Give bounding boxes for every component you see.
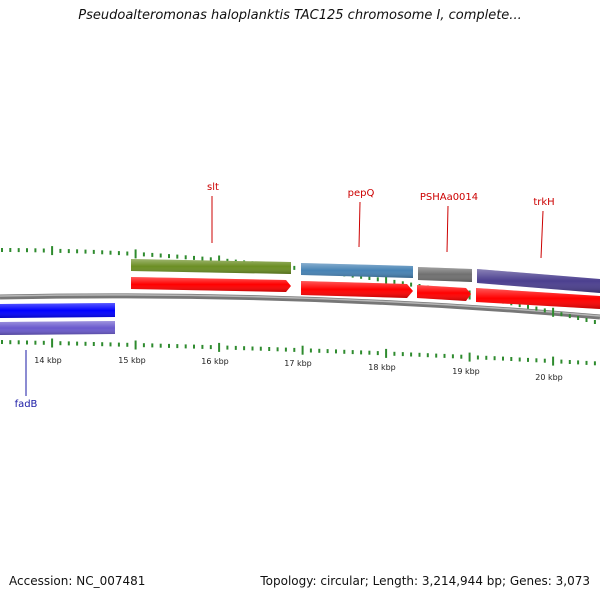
gene-label-leader [540, 210, 544, 259]
ruler-label: 18 kbp [368, 363, 396, 372]
gene-fadB[interactable]: fadB [0, 303, 115, 410]
accession-text: Accession: NC_007481 [9, 574, 146, 588]
ruler-label: 15 kbp [118, 356, 146, 365]
gene-feature-shading [131, 259, 291, 274]
cds-arrow-shading [131, 277, 291, 292]
gene-label-leader [358, 201, 361, 248]
gene-label[interactable]: pepQ [348, 188, 375, 199]
gene-feature-shading [301, 263, 413, 278]
gene-label[interactable]: trkH [533, 197, 554, 208]
gene-feature-shading [477, 269, 600, 293]
ruler-label: 16 kbp [201, 357, 229, 366]
ruler-label: 19 kbp [452, 367, 480, 376]
gene-slt[interactable]: slt [131, 182, 291, 292]
gene-pepQ[interactable]: pepQ [301, 188, 413, 298]
gene-label[interactable]: fadB [15, 399, 38, 410]
gene-feature-shading [0, 321, 115, 335]
ruler-labels: 14 kbp 15 kbp 16 kbp 17 kbp 18 kbp 19 kb… [34, 356, 563, 382]
cds-arrow-shading [476, 288, 600, 309]
gene-PSHAa0014[interactable]: PSHAa0014 [417, 192, 478, 301]
genome-summary: Topology: circular; Length: 3,214,944 bp… [260, 574, 590, 588]
gene-label-leader [446, 205, 449, 253]
gene-label[interactable]: PSHAa0014 [420, 192, 478, 203]
cds-arrow-shading [301, 281, 413, 298]
map-title: Pseudoalteromonas haloplanktis TAC125 ch… [78, 8, 522, 23]
chromosome-backbone [0, 293, 600, 320]
ruler-label: 17 kbp [284, 359, 312, 368]
gene-label[interactable]: slt [207, 182, 219, 193]
gene-feature-shading [418, 267, 472, 282]
gene-trkH[interactable]: trkH [476, 197, 600, 309]
ruler-label: 14 kbp [34, 356, 62, 365]
cds-bar-shading [0, 303, 115, 318]
cds-arrow-shading [417, 285, 471, 301]
ruler-label: 20 kbp [535, 373, 563, 382]
ruler-ticks-lower [1, 338, 596, 366]
